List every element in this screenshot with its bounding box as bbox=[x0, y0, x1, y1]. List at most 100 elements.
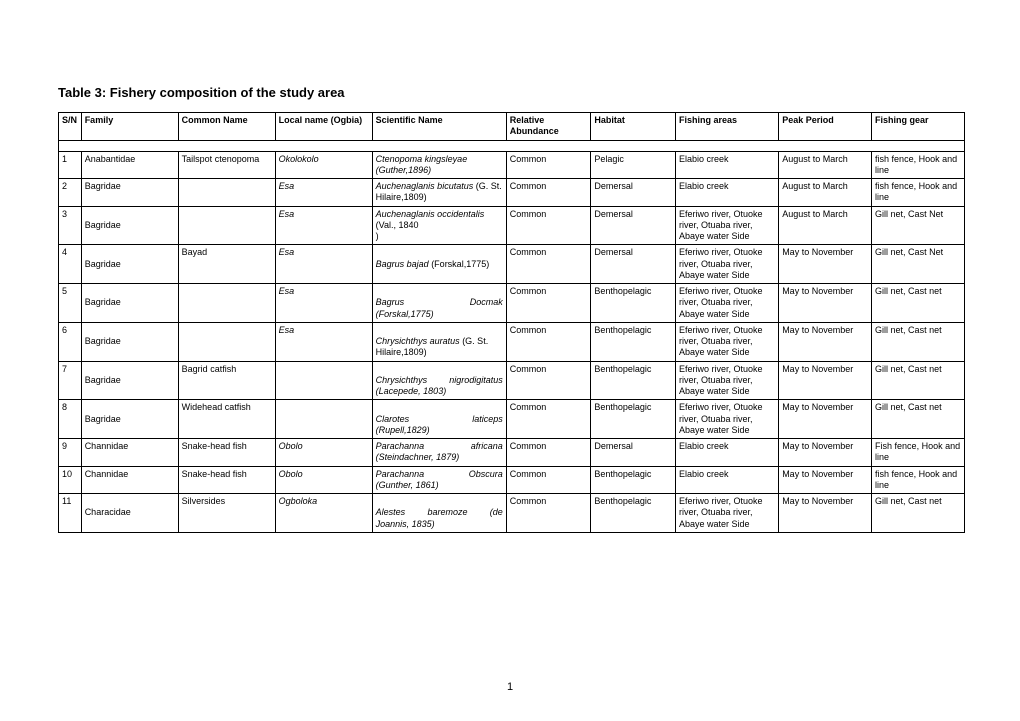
cell-areas: Eferiwo river, Otuoke river, Otuaba rive… bbox=[676, 400, 779, 439]
cell-scientific: Alestes baremoze (deJoannis, 1835) bbox=[372, 494, 506, 533]
cell-gear: Gill net, Cast Net bbox=[872, 206, 965, 245]
cell-gear: Gill net, Cast net bbox=[872, 284, 965, 323]
cell-sn: 11 bbox=[59, 494, 82, 533]
table-row: 2BagridaeEsaAuchenaglanis bicutatus (G. … bbox=[59, 179, 965, 207]
table-row: 3 BagridaeEsaAuchenaglanis occidentalis … bbox=[59, 206, 965, 245]
cell-sn: 9 bbox=[59, 439, 82, 467]
cell-habitat: Benthopelagic bbox=[591, 322, 676, 361]
cell-local: Esa bbox=[275, 284, 372, 323]
cell-sn: 10 bbox=[59, 466, 82, 494]
cell-habitat: Demersal bbox=[591, 206, 676, 245]
cell-family: Bagridae bbox=[81, 284, 178, 323]
cell-common: Silversides bbox=[178, 494, 275, 533]
cell-areas: Eferiwo river, Otuoke river, Otuaba rive… bbox=[676, 361, 779, 400]
cell-sn: 8 bbox=[59, 400, 82, 439]
cell-relative: Common bbox=[506, 322, 591, 361]
cell-gear: Gill net, Cast net bbox=[872, 494, 965, 533]
cell-gear: fish fence, Hook and line bbox=[872, 151, 965, 179]
cell-family: Channidae bbox=[81, 466, 178, 494]
cell-family: Bagridae bbox=[81, 400, 178, 439]
cell-scientific: Parachanna Obscura(Gunther, 1861) bbox=[372, 466, 506, 494]
cell-sn: 7 bbox=[59, 361, 82, 400]
cell-family: Bagridae bbox=[81, 206, 178, 245]
cell-local: Obolo bbox=[275, 466, 372, 494]
cell-areas: Eferiwo river, Otuoke river, Otuaba rive… bbox=[676, 284, 779, 323]
col-sn: S/N bbox=[59, 113, 82, 141]
table-row: 4 BagridaeBayadEsaBagrus bajad (Forskal,… bbox=[59, 245, 965, 284]
cell-relative: Common bbox=[506, 439, 591, 467]
cell-family: Bagridae bbox=[81, 245, 178, 284]
col-common: Common Name bbox=[178, 113, 275, 141]
cell-peak: August to March bbox=[779, 206, 872, 245]
col-habitat: Habitat bbox=[591, 113, 676, 141]
cell-peak: May to November bbox=[779, 400, 872, 439]
col-family: Family bbox=[81, 113, 178, 141]
table-body: 1AnabantidaeTailspot ctenopomaOkolokoloC… bbox=[59, 151, 965, 532]
cell-local: Esa bbox=[275, 206, 372, 245]
col-scientific: Scientific Name bbox=[372, 113, 506, 141]
cell-gear: Gill net, Cast Net bbox=[872, 245, 965, 284]
cell-common bbox=[178, 206, 275, 245]
cell-peak: May to November bbox=[779, 322, 872, 361]
cell-areas: Eferiwo river, Otuoke river, Otuaba rive… bbox=[676, 494, 779, 533]
cell-scientific: Chrysichthys nigrodigitatus(Lacepede, 18… bbox=[372, 361, 506, 400]
cell-areas: Elabio creek bbox=[676, 179, 779, 207]
table-row: 9ChannidaeSnake-head fishOboloParachanna… bbox=[59, 439, 965, 467]
cell-family: Bagridae bbox=[81, 179, 178, 207]
cell-peak: August to March bbox=[779, 179, 872, 207]
cell-common: Tailspot ctenopoma bbox=[178, 151, 275, 179]
cell-common bbox=[178, 284, 275, 323]
col-gear: Fishing gear bbox=[872, 113, 965, 141]
cell-family: Bagridae bbox=[81, 322, 178, 361]
cell-sn: 6 bbox=[59, 322, 82, 361]
cell-local: Esa bbox=[275, 322, 372, 361]
table-row: 11 CharacidaeSilversidesOgbolokaAlestes … bbox=[59, 494, 965, 533]
cell-habitat: Pelagic bbox=[591, 151, 676, 179]
cell-scientific: Clarotes laticeps(Rupell,1829) bbox=[372, 400, 506, 439]
col-fishing-areas: Fishing areas bbox=[676, 113, 779, 141]
cell-gear: Gill net, Cast net bbox=[872, 322, 965, 361]
cell-scientific: Ctenopoma kingsleyae (Guther,1896) bbox=[372, 151, 506, 179]
page-container: Table 3: Fishery composition of the stud… bbox=[0, 0, 1020, 721]
cell-areas: Elabio creek bbox=[676, 151, 779, 179]
cell-sn: 4 bbox=[59, 245, 82, 284]
col-local: Local name (Ogbia) bbox=[275, 113, 372, 141]
cell-relative: Common bbox=[506, 494, 591, 533]
cell-scientific: Chrysichthys auratus (G. St. Hilaire,180… bbox=[372, 322, 506, 361]
cell-relative: Common bbox=[506, 245, 591, 284]
cell-habitat: Demersal bbox=[591, 179, 676, 207]
cell-areas: Elabio creek bbox=[676, 439, 779, 467]
cell-areas: Eferiwo river, Otuoke river, Otuaba rive… bbox=[676, 206, 779, 245]
header-row: S/N Family Common Name Local name (Ogbia… bbox=[59, 113, 965, 141]
cell-sn: 2 bbox=[59, 179, 82, 207]
table-head: S/N Family Common Name Local name (Ogbia… bbox=[59, 113, 965, 152]
cell-common bbox=[178, 322, 275, 361]
cell-gear: fish fence, Hook and line bbox=[872, 179, 965, 207]
cell-family: Bagridae bbox=[81, 361, 178, 400]
cell-scientific: Bagrus bajad (Forskal,1775) bbox=[372, 245, 506, 284]
cell-habitat: Benthopelagic bbox=[591, 361, 676, 400]
cell-areas: Eferiwo river, Otuoke river, Otuaba rive… bbox=[676, 245, 779, 284]
cell-habitat: Benthopelagic bbox=[591, 284, 676, 323]
cell-scientific: Bagrus Docmak(Forskal,1775) bbox=[372, 284, 506, 323]
table-row: 1AnabantidaeTailspot ctenopomaOkolokoloC… bbox=[59, 151, 965, 179]
cell-scientific: Parachanna africana(Steindachner, 1879) bbox=[372, 439, 506, 467]
table-title: Table 3: Fishery composition of the stud… bbox=[58, 85, 965, 100]
table-row: 6 Bagridae EsaChrysichthys auratus (G. St… bbox=[59, 322, 965, 361]
cell-local bbox=[275, 361, 372, 400]
cell-family: Characidae bbox=[81, 494, 178, 533]
cell-peak: May to November bbox=[779, 361, 872, 400]
cell-local: Okolokolo bbox=[275, 151, 372, 179]
cell-peak: May to November bbox=[779, 466, 872, 494]
cell-common bbox=[178, 179, 275, 207]
cell-common: Bagrid catfish bbox=[178, 361, 275, 400]
col-peak: Peak Period bbox=[779, 113, 872, 141]
spacer-row bbox=[59, 140, 965, 151]
fishery-table: S/N Family Common Name Local name (Ogbia… bbox=[58, 112, 965, 533]
table-row: 7 BagridaeBagrid catfish Chrysichthys nig… bbox=[59, 361, 965, 400]
cell-sn: 5 bbox=[59, 284, 82, 323]
cell-habitat: Benthopelagic bbox=[591, 400, 676, 439]
cell-common: Widehead catfish bbox=[178, 400, 275, 439]
cell-peak: May to November bbox=[779, 439, 872, 467]
cell-areas: Elabio creek bbox=[676, 466, 779, 494]
